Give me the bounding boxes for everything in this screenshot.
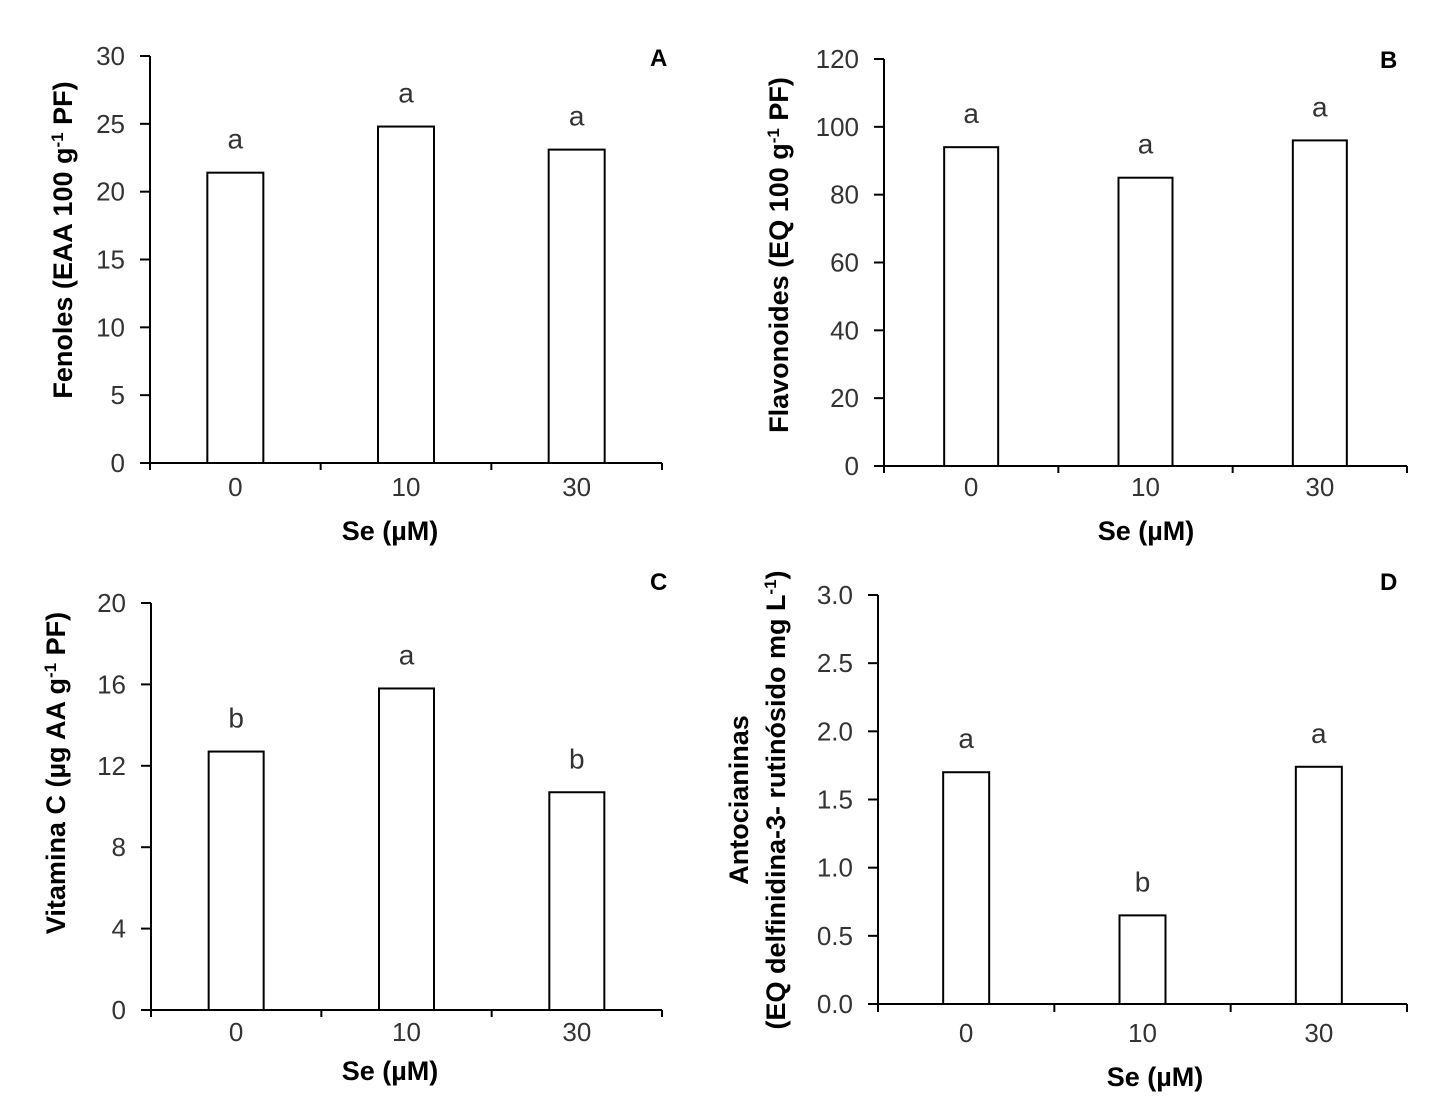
x-tick-label: 0 [959,1018,973,1048]
y-tick-label: 20 [830,383,859,413]
x-tick-label: 10 [392,472,421,502]
bar [206,171,265,464]
y-axis-title-tail: PF) [48,81,78,132]
y-axis-title: Vitamina C (µg AA g-1 PF) [41,612,72,934]
significance-letter: a [963,98,979,129]
panel-letter: C [650,569,667,596]
significance-letter: a [958,723,974,754]
y-tick-label: 30 [96,41,125,71]
y-tick-label: 20 [97,588,126,618]
significance-letter: a [1311,718,1327,749]
y-tick-label: 1.0 [817,853,853,883]
x-tick-label: 0 [228,472,242,502]
significance-letter: a [569,101,585,132]
y-tick-label: 2.0 [817,716,853,746]
significance-letter: a [228,124,244,155]
y-tick-label: 0 [845,451,859,481]
y-tick-label: 3.0 [817,580,853,610]
bar [547,148,606,465]
y-tick-label: 0.0 [817,989,853,1019]
x-tick-label: 10 [1131,472,1160,502]
y-tick-label: 16 [97,669,126,699]
y-axis-title-tail: PF) [41,612,71,663]
bar [1294,765,1343,1006]
y-tick-label: 0 [112,995,126,1025]
panel-letter: D [1380,569,1397,596]
bar [548,791,606,1011]
y-axis-title: Flavonoides (EQ 100 g-1 PF) [764,77,795,433]
y-axis-title-line1: Antocianinas [724,715,754,885]
x-tick-label: 30 [562,1017,591,1047]
y-tick-label: 20 [96,177,125,207]
bar [943,146,1000,468]
y-axis-title-line2: (EQ delfinidina-3- rutinósido mg L-1) [761,570,792,1029]
y-tick-label: 2.5 [817,648,853,678]
x-tick-label: 0 [229,1017,243,1047]
x-tick-label: 30 [562,472,591,502]
significance-letter: b [569,743,585,774]
y-tick-label: 8 [112,832,126,862]
y-tick-label: 25 [96,109,125,139]
y-tick-label: 12 [97,751,126,781]
y-tick-label: 1.5 [817,785,853,815]
significance-letter: b [1135,866,1151,897]
y-tick-label: 60 [830,248,859,278]
chart-panel-a: A Se (µM) Fenoles (EAA 100 g-1 PF) 0 5 10 1… [48,41,668,546]
bar [1291,139,1348,467]
y-axis-title-superscript: -1 [48,132,67,147]
y-tick-label: 0.5 [817,921,853,951]
x-axis-title: Se (µM) [1098,516,1195,546]
y-tick-label: 40 [830,315,859,345]
bar [378,687,435,1011]
bar [1118,914,1167,1006]
bar [942,771,991,1005]
y-tick-label: 120 [816,44,859,74]
y-axis-title-superscript: -1 [761,579,780,594]
significance-letter: a [1138,129,1154,160]
y-axis-title: Fenoles (EAA 100 g-1 PF) [48,81,79,398]
y-axis-title-main: Fenoles (EAA 100 g [48,148,78,399]
x-tick-label: 10 [1128,1018,1157,1048]
y-tick-label: 5 [111,380,125,410]
y-tick-label: 4 [112,914,126,944]
panel-letter: B [1380,47,1397,74]
y-tick-label: 100 [816,112,859,142]
significance-letter: a [398,78,414,109]
y-tick-label: 15 [96,245,125,275]
y-tick-label: 10 [96,312,125,342]
y-axis-title-main: Flavonoides (EQ 100 g [764,143,794,433]
x-axis-title: Se (µM) [342,1056,439,1086]
chart-panel-b: B Se (µM) Flavonoides (EQ 100 g-1 PF) 0 2… [764,44,1408,546]
y-axis-title-tail: ) [761,570,791,579]
x-tick-label: 30 [1304,1018,1333,1048]
y-tick-label: 0 [111,448,125,478]
y-axis-title-main: Vitamina C (µg AA g [41,678,71,934]
y-tick-label: 80 [830,180,859,210]
x-tick-label: 30 [1305,472,1334,502]
y-axis-title-superscript: -1 [41,663,60,678]
chart-panel-c: C Se (µM) Vitamina C (µg AA g-1 PF) 0 4 8 1… [41,569,668,1086]
y-axis-title-tail: PF) [764,77,794,128]
x-tick-label: 10 [392,1017,421,1047]
significance-letter: a [1312,91,1328,122]
x-axis-title: Se (µM) [1107,1062,1204,1092]
bar [1117,176,1174,467]
x-tick-label: 0 [964,472,978,502]
significance-letter: b [228,703,244,734]
chart-panel-d: D Se (µM) Antocianinas (EQ delfinidina-3… [724,569,1408,1092]
y-axis-title-main: (EQ delfinidina-3- rutinósido mg L [761,595,791,1030]
x-axis-title: Se (µM) [342,516,439,546]
panel-letter: A [650,45,667,72]
bar [377,125,435,465]
significance-letter: a [399,639,415,670]
y-axis-title-superscript: -1 [764,128,783,143]
bar [207,750,265,1011]
